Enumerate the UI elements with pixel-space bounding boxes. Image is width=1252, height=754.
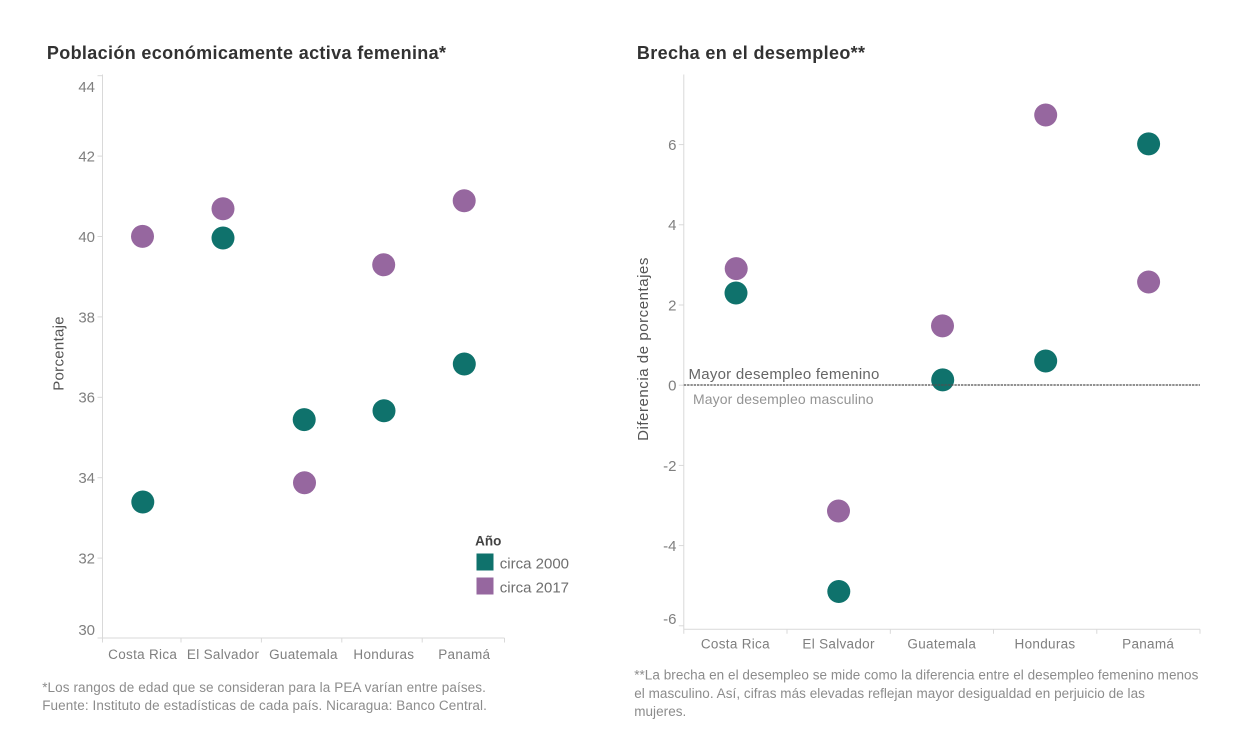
svg-text:32: 32 bbox=[78, 551, 95, 568]
svg-text:34: 34 bbox=[78, 470, 95, 487]
svg-text:Guatemala: Guatemala bbox=[907, 637, 976, 652]
svg-text:Fuente: Instituto de estadísti: Fuente: Instituto de estadísticas de cad… bbox=[42, 698, 487, 713]
svg-text:40: 40 bbox=[78, 229, 95, 246]
svg-text:Brecha en el desempleo**: Brecha en el desempleo** bbox=[637, 43, 866, 63]
svg-text:Mayor desempleo masculino: Mayor desempleo masculino bbox=[693, 391, 874, 407]
svg-text:Honduras: Honduras bbox=[1015, 637, 1076, 652]
svg-text:0: 0 bbox=[668, 378, 676, 395]
svg-text:Población económicamente activ: Población económicamente activa femenina… bbox=[47, 43, 446, 63]
svg-text:Costa Rica: Costa Rica bbox=[108, 647, 177, 662]
svg-text:Diferencia de porcentajes: Diferencia de porcentajes bbox=[635, 257, 652, 441]
svg-text:Panamá: Panamá bbox=[1122, 637, 1174, 652]
svg-text:mujeres.: mujeres. bbox=[634, 704, 686, 719]
svg-text:**La brecha en el desempleo se: **La brecha en el desempleo se mide como… bbox=[634, 667, 1198, 682]
svg-text:*Los rangos de edad que se con: *Los rangos de edad que se consideran pa… bbox=[42, 680, 486, 695]
svg-text:Panamá: Panamá bbox=[438, 647, 490, 662]
svg-text:4: 4 bbox=[668, 217, 676, 234]
svg-text:el masculino. Así, cifras más: el masculino. Así, cifras más elevadas r… bbox=[634, 686, 1145, 701]
svg-text:30: 30 bbox=[78, 622, 95, 639]
svg-text:42: 42 bbox=[78, 149, 95, 166]
svg-text:Guatemala: Guatemala bbox=[269, 647, 338, 662]
svg-text:Costa Rica: Costa Rica bbox=[701, 637, 770, 652]
svg-text:Porcentaje: Porcentaje bbox=[50, 316, 67, 391]
svg-text:El Salvador: El Salvador bbox=[802, 637, 875, 652]
svg-text:2: 2 bbox=[668, 297, 676, 314]
svg-text:-4: -4 bbox=[663, 538, 676, 555]
svg-text:Mayor desempleo femenino: Mayor desempleo femenino bbox=[689, 366, 880, 383]
svg-text:44: 44 bbox=[78, 79, 95, 96]
svg-text:-6: -6 bbox=[663, 611, 676, 628]
svg-text:38: 38 bbox=[78, 309, 95, 326]
svg-text:Honduras: Honduras bbox=[353, 647, 414, 662]
svg-text:El Salvador: El Salvador bbox=[187, 647, 260, 662]
svg-text:-2: -2 bbox=[663, 458, 676, 475]
svg-text:Año: Año bbox=[475, 534, 501, 549]
svg-text:6: 6 bbox=[668, 137, 676, 154]
svg-text:36: 36 bbox=[78, 390, 95, 407]
svg-text:circa 2017: circa 2017 bbox=[500, 579, 569, 596]
svg-text:circa 2000: circa 2000 bbox=[500, 555, 569, 572]
